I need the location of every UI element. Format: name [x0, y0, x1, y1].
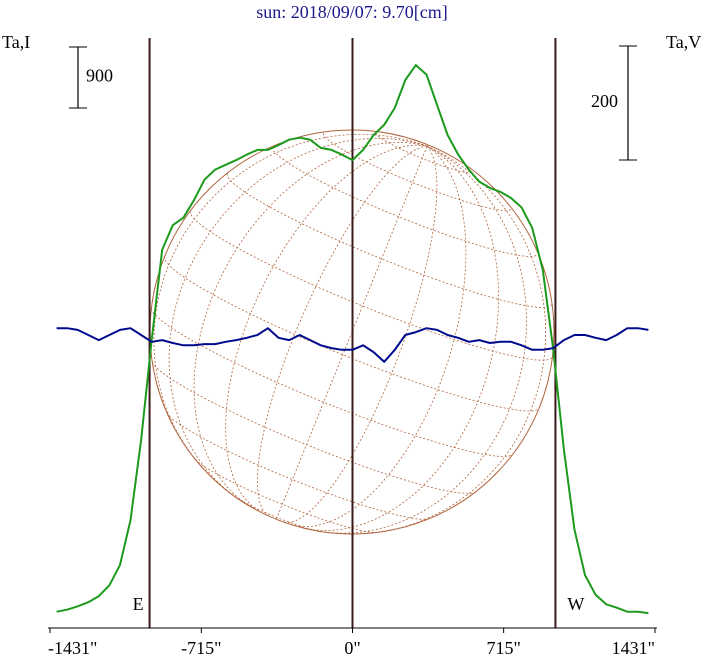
latitude-line — [272, 146, 538, 257]
latitude-line — [375, 132, 474, 174]
longitude-line — [283, 145, 438, 523]
x-tick-label: 0" — [344, 638, 360, 658]
limb-label: E — [133, 594, 144, 614]
longitude-line — [291, 145, 467, 528]
longitude-line — [276, 145, 428, 520]
y-axis-label: Ta,I — [2, 32, 30, 52]
longitude-line — [320, 145, 527, 534]
x-tick-label: -1431" — [48, 638, 97, 658]
x-tick-label: 715" — [486, 638, 520, 658]
longitude-line — [225, 144, 428, 514]
chart-title: sun: 2018/09/07: 9.70[cm] — [256, 2, 448, 22]
latitude-line — [151, 308, 514, 457]
y2-axis-label: Ta,V — [666, 32, 701, 52]
scale-bar-label: 900 — [86, 66, 113, 86]
longitude-line — [257, 145, 428, 517]
longitude-line — [168, 137, 428, 498]
longitude-line — [304, 145, 500, 531]
limb-label: W — [567, 594, 584, 614]
x-tick-label: 1431" — [612, 638, 655, 658]
latitude-line — [151, 361, 476, 494]
x-tick-label: -715" — [181, 638, 221, 658]
scale-bar-label: 200 — [591, 91, 618, 111]
series-line — [56, 327, 649, 363]
latitude-line — [322, 133, 512, 211]
longitude-line — [153, 134, 428, 468]
longitude-line — [193, 141, 428, 507]
latitude-line — [195, 459, 377, 533]
series-line — [56, 64, 649, 615]
